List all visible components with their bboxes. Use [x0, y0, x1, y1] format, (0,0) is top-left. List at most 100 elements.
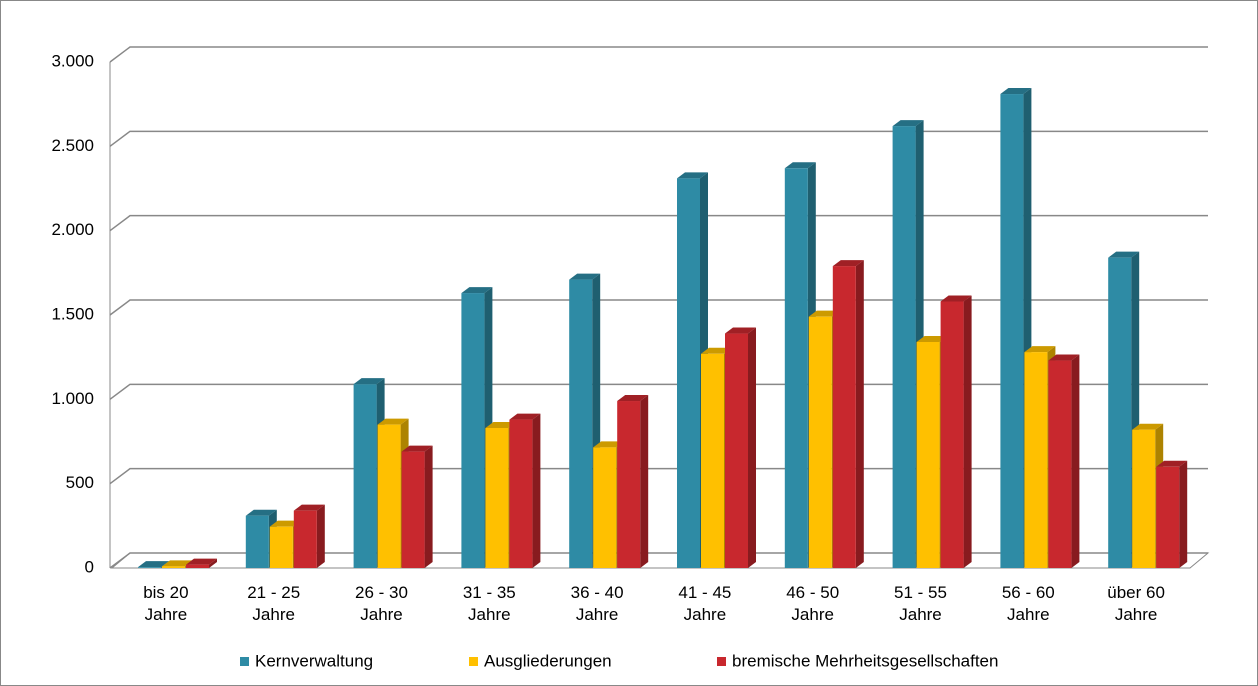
grid-line — [109, 130, 1208, 147]
legend-label: Ausgliederungen — [484, 651, 612, 670]
grid-line — [109, 46, 1208, 63]
bar-front — [892, 126, 916, 569]
bar-top — [701, 347, 732, 354]
bar-front — [832, 266, 856, 568]
bar-top — [245, 509, 277, 516]
x-tick-label: 21 - 25 Jahre — [247, 583, 301, 624]
y-tick-label: 2.000 — [51, 220, 94, 239]
bar — [617, 395, 649, 568]
bar-side — [963, 295, 972, 568]
x-tick-label: 46 - 50 Jahre — [786, 583, 840, 624]
bar-front — [677, 178, 700, 568]
bar — [1048, 354, 1080, 568]
bar-front — [1048, 360, 1072, 568]
bar-side — [209, 558, 217, 568]
bar-front — [1156, 466, 1180, 568]
x-tick-label: 41 - 45 Jahre — [678, 583, 732, 624]
bar-side — [424, 445, 433, 568]
bar-front — [269, 526, 293, 568]
bar-front — [509, 419, 533, 568]
y-tick-label: 1.500 — [51, 304, 94, 323]
bar-side — [532, 413, 541, 568]
legend-swatch — [240, 657, 249, 666]
bar-front — [1132, 429, 1156, 568]
bar-top — [401, 445, 433, 452]
bar-top — [593, 441, 625, 448]
bar-side — [640, 395, 649, 568]
bar — [401, 445, 433, 568]
bar — [1156, 460, 1188, 568]
bar-front — [138, 567, 161, 568]
bar-top — [186, 558, 217, 565]
bar-top — [353, 378, 385, 385]
bar-front — [162, 566, 185, 568]
bar — [832, 260, 864, 568]
bar-top — [293, 504, 325, 511]
x-tick-label: 36 - 40 Jahre — [570, 583, 624, 624]
bar-top — [1156, 460, 1188, 467]
y-tick-label: 0 — [85, 557, 94, 576]
bar-front — [1024, 352, 1048, 568]
bar-top — [269, 520, 301, 527]
bar-top — [808, 310, 840, 317]
bar-top — [1048, 354, 1080, 361]
bar-front — [401, 451, 425, 568]
bar-front — [784, 168, 808, 568]
bar-top — [1000, 88, 1032, 95]
legend-swatch — [469, 657, 478, 666]
bar-top — [1132, 423, 1164, 430]
bar-front — [377, 424, 401, 568]
bar-front — [353, 384, 377, 568]
bar-side — [748, 327, 756, 568]
bar-front — [940, 301, 964, 568]
x-tick-label: 51 - 55 Jahre — [894, 583, 947, 624]
bar-top — [677, 172, 708, 179]
bar-top — [162, 560, 193, 567]
bar-top — [1108, 251, 1140, 258]
bar-top — [617, 395, 649, 402]
y-tick-label: 3.000 — [51, 51, 94, 70]
bar-side — [1071, 354, 1080, 568]
legend-label: bremische Mehrheitsgesellschaften — [732, 651, 998, 670]
bar-front — [293, 510, 317, 568]
bar-top — [892, 120, 924, 127]
bar-front — [186, 564, 209, 568]
bar-top — [377, 418, 409, 425]
y-tick-label: 500 — [66, 473, 94, 492]
bar-front — [617, 401, 641, 568]
bar-top — [916, 335, 948, 342]
bar-front — [461, 293, 485, 568]
bar-top — [1024, 346, 1056, 353]
x-tick-label: 56 - 60 Jahre — [1001, 583, 1055, 624]
bar — [293, 504, 325, 568]
y-tick-label: 1.000 — [51, 389, 94, 408]
y-tick-label: 2.500 — [51, 136, 94, 155]
x-tick-label: 26 - 30 Jahre — [355, 583, 408, 624]
bar-side — [1179, 460, 1188, 568]
bar-top — [940, 295, 972, 302]
x-tick-label: 31 - 35 Jahre — [462, 583, 516, 624]
bar-front — [1000, 94, 1024, 569]
bar-front — [245, 515, 269, 568]
grid-line — [109, 214, 1208, 232]
bar-top — [725, 327, 756, 334]
bar-front — [808, 316, 832, 568]
bar-front — [916, 341, 940, 568]
bar — [725, 327, 756, 568]
bar-top — [832, 260, 864, 267]
bar-front — [725, 333, 748, 568]
bar-top — [569, 273, 601, 280]
legend-swatch — [717, 657, 726, 666]
legend-label: Kernverwaltung — [255, 651, 373, 670]
bar-top — [138, 561, 169, 568]
bar-front — [701, 353, 724, 568]
bar-front — [1108, 257, 1132, 568]
bar-top — [461, 287, 493, 294]
bar-top — [509, 413, 541, 420]
bar — [940, 295, 972, 568]
bar-side — [316, 504, 325, 568]
bar — [186, 558, 217, 568]
